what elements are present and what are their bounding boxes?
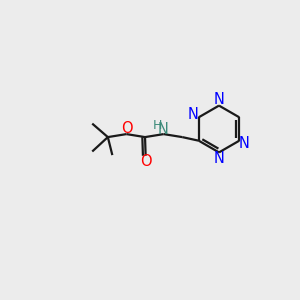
Text: N: N (158, 122, 169, 136)
Text: H: H (152, 118, 162, 132)
Text: N: N (214, 151, 224, 166)
Text: O: O (121, 121, 133, 136)
Text: O: O (140, 154, 152, 169)
Text: N: N (239, 136, 250, 151)
Text: N: N (214, 92, 224, 107)
Text: N: N (188, 107, 199, 122)
